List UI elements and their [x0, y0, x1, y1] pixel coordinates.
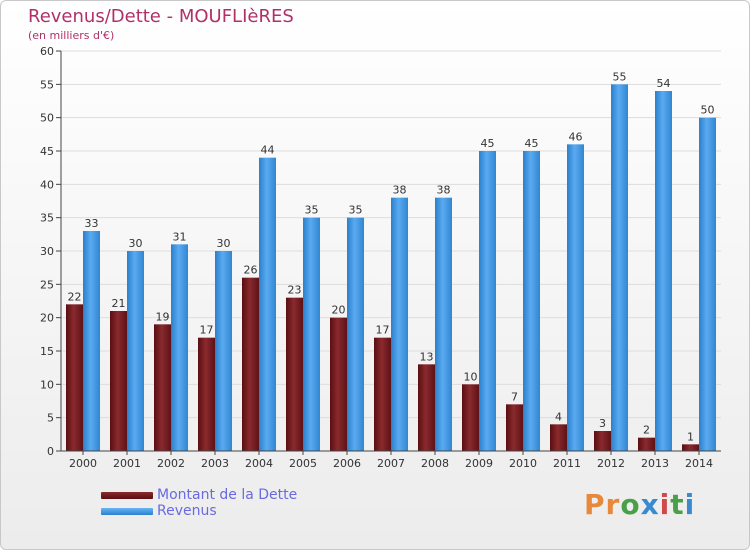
- bar-revenue: [127, 251, 144, 451]
- y-tick-label: 0: [47, 445, 54, 458]
- bar-debt: [374, 337, 391, 451]
- data-label-revenue: 35: [349, 204, 363, 217]
- legend-label-debt: Montant de la Dette: [157, 487, 298, 503]
- data-label-debt: 2: [643, 424, 650, 437]
- data-label-revenue: 44: [261, 144, 275, 157]
- bar-debt: [418, 364, 435, 451]
- legend-swatch-revenue: [101, 508, 153, 515]
- x-tick-label: 2000: [69, 457, 97, 470]
- x-tick-label: 2005: [289, 457, 317, 470]
- bar-revenue: [215, 251, 232, 451]
- x-tick-label: 2011: [553, 457, 581, 470]
- data-label-revenue: 50: [701, 104, 715, 117]
- y-tick-label: 25: [40, 278, 54, 291]
- bar-debt: [462, 384, 479, 451]
- data-label-debt: 21: [112, 297, 126, 310]
- data-label-debt: 19: [156, 310, 170, 323]
- bar-debt: [506, 404, 523, 451]
- x-tick-label: 2004: [245, 457, 273, 470]
- x-tick-label: 2002: [157, 457, 185, 470]
- data-label-debt: 10: [464, 370, 478, 383]
- bar-debt: [66, 304, 83, 451]
- bar-revenue: [523, 151, 540, 451]
- data-label-revenue: 35: [305, 204, 319, 217]
- y-tick-label: 15: [40, 345, 54, 358]
- bar-debt: [550, 424, 567, 451]
- data-label-revenue: 54: [657, 77, 671, 90]
- data-label-revenue: 30: [129, 237, 143, 250]
- y-tick-label: 50: [40, 112, 54, 125]
- data-label-debt: 17: [200, 324, 214, 337]
- data-label-debt: 4: [555, 410, 562, 423]
- x-tick-label: 2008: [421, 457, 449, 470]
- bar-debt: [198, 337, 215, 451]
- bar-revenue: [699, 117, 716, 452]
- y-tick-label: 45: [40, 145, 54, 158]
- bar-debt: [110, 311, 127, 451]
- data-label-revenue: 30: [217, 237, 231, 250]
- data-label-revenue: 33: [85, 217, 99, 230]
- bar-debt: [286, 297, 303, 451]
- data-label-debt: 7: [511, 390, 518, 403]
- x-tick-label: 2001: [113, 457, 141, 470]
- data-label-debt: 23: [288, 284, 302, 297]
- y-tick-label: 10: [40, 378, 54, 391]
- data-label-debt: 20: [332, 304, 346, 317]
- bar-revenue: [259, 157, 276, 451]
- data-label-debt: 22: [68, 290, 82, 303]
- data-label-revenue: 38: [437, 184, 451, 197]
- bar-revenue: [171, 244, 188, 451]
- data-label-revenue: 45: [525, 137, 539, 150]
- y-tick-label: 40: [40, 178, 54, 191]
- y-tick-label: 60: [40, 45, 54, 58]
- x-tick-label: 2007: [377, 457, 405, 470]
- x-tick-label: 2003: [201, 457, 229, 470]
- bar-revenue: [435, 197, 452, 451]
- bar-debt: [154, 324, 171, 451]
- x-tick-label: 2013: [641, 457, 669, 470]
- x-tick-label: 2006: [333, 457, 361, 470]
- bar-revenue: [611, 84, 628, 451]
- proxiti-logo: Proxiti: [584, 488, 696, 521]
- bar-revenue: [347, 217, 364, 451]
- chart-subtitle: (en milliers d'€): [28, 29, 115, 42]
- bar-revenue: [567, 144, 584, 452]
- y-tick-label: 20: [40, 312, 54, 325]
- data-label-debt: 17: [376, 324, 390, 337]
- x-tick-label: 2014: [685, 457, 713, 470]
- x-tick-label: 2009: [465, 457, 493, 470]
- x-tick-label: 2012: [597, 457, 625, 470]
- legend-swatch-debt: [101, 492, 153, 499]
- x-tick-label: 2010: [509, 457, 537, 470]
- bar-debt: [594, 431, 611, 451]
- data-label-debt: 1: [687, 430, 694, 443]
- bar-revenue: [303, 217, 320, 451]
- bar-debt: [638, 437, 655, 451]
- data-label-revenue: 31: [173, 230, 187, 243]
- bar-revenue: [391, 197, 408, 451]
- data-label-debt: 13: [420, 350, 434, 363]
- bar-debt: [242, 277, 259, 451]
- data-label-revenue: 46: [569, 130, 583, 143]
- y-tick-label: 35: [40, 212, 54, 225]
- y-tick-label: 30: [40, 245, 54, 258]
- bar-debt: [330, 317, 347, 451]
- bar-revenue: [655, 91, 672, 451]
- bar-revenue: [479, 151, 496, 451]
- y-tick-label: 5: [47, 412, 54, 425]
- y-tick-label: 55: [40, 78, 54, 91]
- data-label-debt: 3: [599, 417, 606, 430]
- legend-label-revenue: Revenus: [157, 503, 217, 519]
- bar-debt: [682, 444, 699, 451]
- chart-title: Revenus/Dette - MOUFLIèRES: [28, 6, 294, 27]
- data-label-debt: 26: [244, 264, 258, 277]
- data-label-revenue: 55: [613, 70, 627, 83]
- bar-revenue: [83, 231, 100, 451]
- data-label-revenue: 38: [393, 184, 407, 197]
- data-label-revenue: 45: [481, 137, 495, 150]
